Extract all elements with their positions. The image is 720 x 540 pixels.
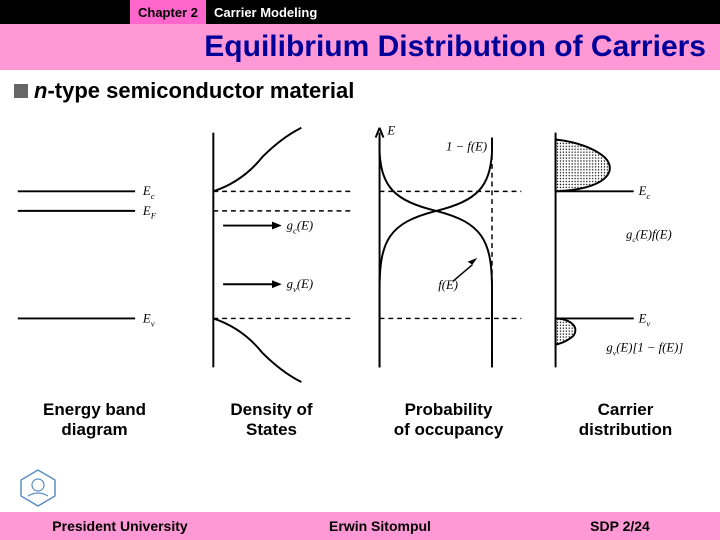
svg-text:Ec: Ec xyxy=(142,184,155,201)
bullet-icon xyxy=(14,84,28,98)
section-title: Carrier Modeling xyxy=(206,0,325,24)
svg-text:gc(E)f(E): gc(E)f(E) xyxy=(626,227,672,244)
header-bar: Chapter 2 Carrier Modeling xyxy=(0,0,720,24)
slide-title: Equilibrium Distribution of Carriers xyxy=(204,30,706,64)
diagram-row: Ec EF Ev gc(E) gv(E) xyxy=(0,110,720,390)
svg-text:E: E xyxy=(386,124,395,138)
bullet-rest: -type semiconductor material xyxy=(47,78,354,103)
footer-center: Erwin Sitompul xyxy=(240,518,520,534)
svg-text:Ev: Ev xyxy=(142,311,155,328)
panel-density-states: gc(E) gv(E) xyxy=(184,110,360,390)
svg-text:EF: EF xyxy=(142,204,157,221)
svg-text:gc(E): gc(E) xyxy=(287,218,314,235)
svg-text:1 − f(E): 1 − f(E) xyxy=(446,139,487,153)
panel-carrier-dist: Ec Ev gc(E)f(E) gv(E)[1 − f(E)] xyxy=(536,110,712,390)
footer-left: President University xyxy=(0,518,240,534)
caption-2: Density ofStates xyxy=(183,400,360,441)
title-bar: Equilibrium Distribution of Carriers xyxy=(0,24,720,70)
bullet-row: n-type semiconductor material xyxy=(14,78,720,104)
footer-bar: President University Erwin Sitompul SDP … xyxy=(0,512,720,540)
university-logo xyxy=(18,468,58,508)
bullet-text: n-type semiconductor material xyxy=(34,78,354,104)
svg-text:gv(E)[1 − f(E)]: gv(E)[1 − f(E)] xyxy=(606,341,683,358)
caption-4: Carrierdistribution xyxy=(537,400,714,441)
panel-probability: E 1 − f(E) f(E) xyxy=(360,110,536,390)
svg-text:Ec: Ec xyxy=(638,184,651,201)
bullet-italic: n xyxy=(34,78,47,103)
caption-1: Energy banddiagram xyxy=(6,400,183,441)
footer-right: SDP 2/24 xyxy=(520,518,720,534)
svg-text:Ev: Ev xyxy=(638,311,651,328)
svg-text:gv(E): gv(E) xyxy=(287,277,314,294)
panel-energy-band: Ec EF Ev xyxy=(8,110,184,390)
caption-3: Probabilityof occupancy xyxy=(360,400,537,441)
chapter-badge: Chapter 2 xyxy=(130,0,206,24)
caption-row: Energy banddiagram Density ofStates Prob… xyxy=(0,390,720,441)
